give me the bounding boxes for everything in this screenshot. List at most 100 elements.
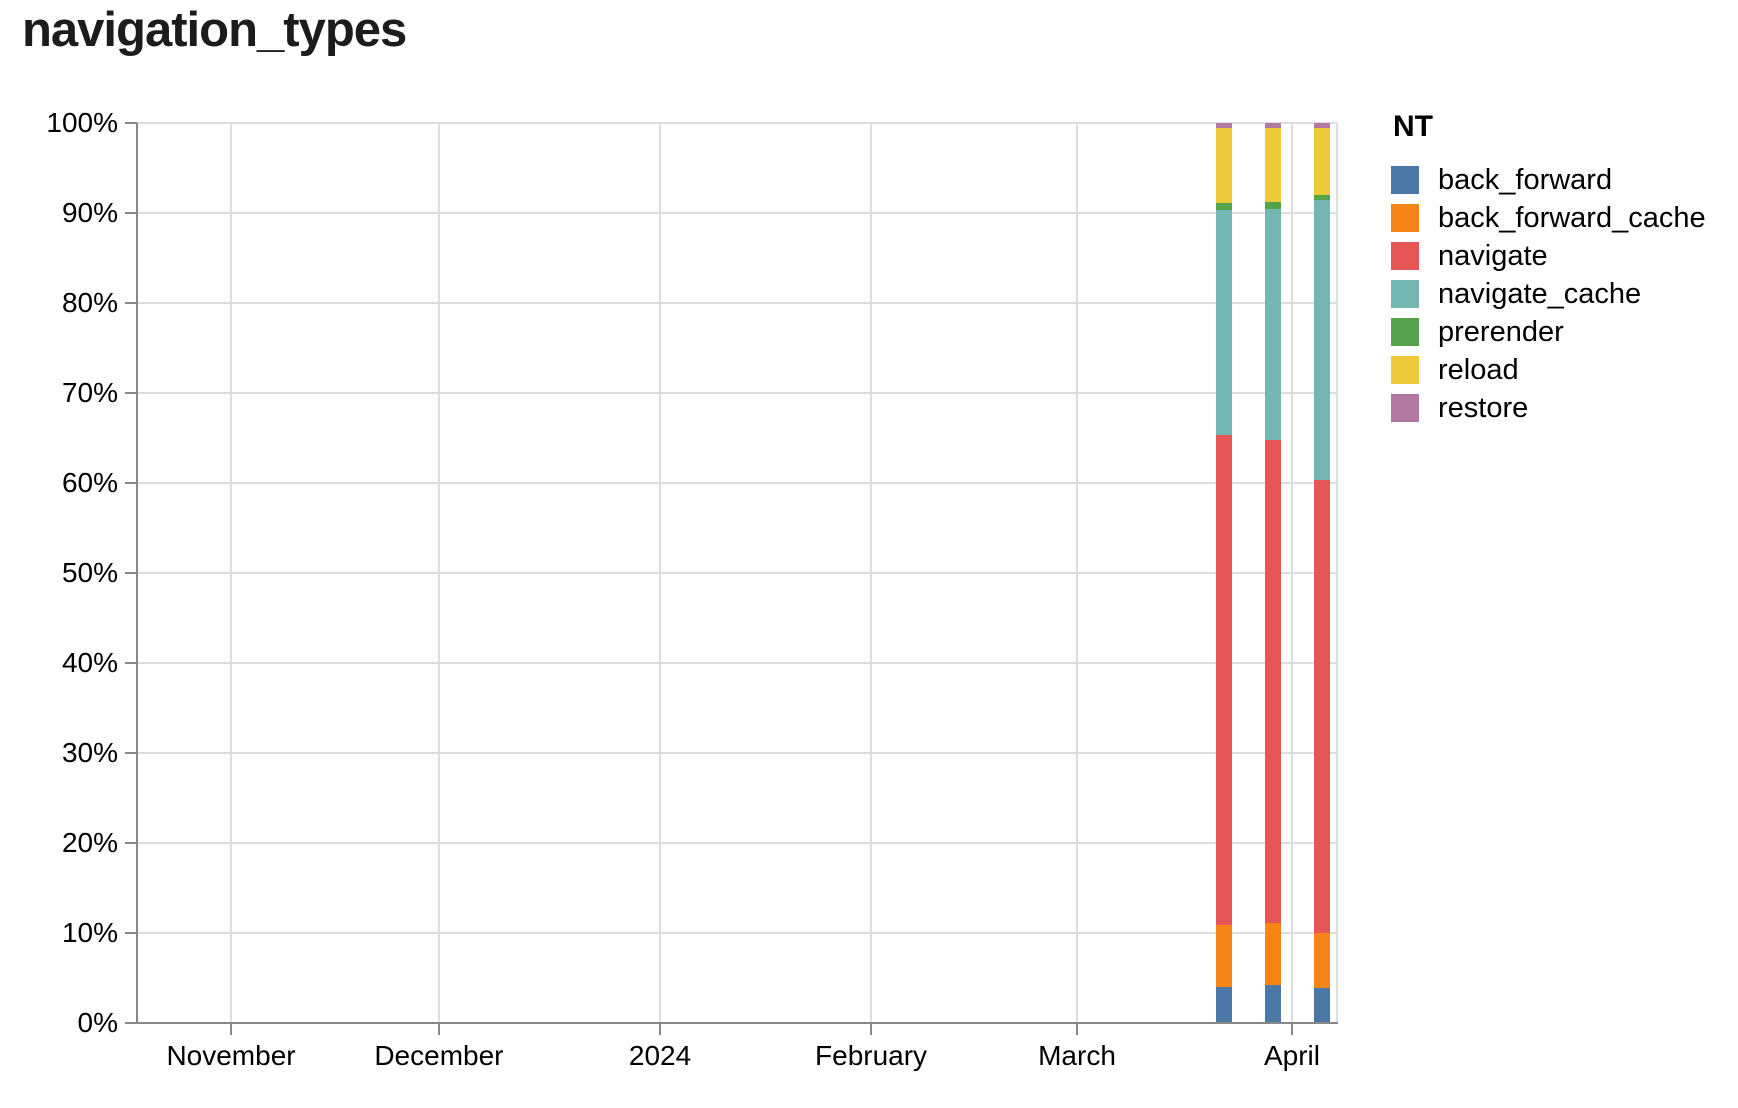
x-gridline xyxy=(230,123,233,1023)
legend-items: back_forward back_forward_cache navigate na… xyxy=(1391,163,1706,424)
y-tick xyxy=(125,302,137,304)
y-tick-label: 60% xyxy=(61,467,118,498)
y-gridline xyxy=(137,392,1338,394)
y-tick xyxy=(125,212,137,214)
bar-segment-reload xyxy=(1215,127,1232,204)
legend-swatch-navigate_cache-icon xyxy=(1391,280,1419,308)
x-tick-label: April xyxy=(1263,1040,1320,1071)
bar-segment-prerender xyxy=(1215,203,1232,211)
x-tick xyxy=(1291,1023,1293,1035)
x-tick-label: 2024 xyxy=(628,1040,692,1071)
bar-segment-prerender xyxy=(1314,195,1331,201)
y-tick xyxy=(125,932,137,934)
bar-segment-back_forward_cache xyxy=(1215,924,1232,987)
legend-swatch-back_forward_cache-icon xyxy=(1391,204,1419,232)
bar-segment-navigate xyxy=(1215,435,1232,925)
y-tick xyxy=(125,842,137,844)
bar-segment-restore xyxy=(1265,123,1282,128)
x-tick-label: November xyxy=(166,1040,296,1071)
legend-item-label: back_forward xyxy=(1438,163,1613,196)
y-tick xyxy=(125,122,137,124)
y-gridline xyxy=(137,212,1338,214)
y-tick xyxy=(125,662,137,664)
y-tick-label: 10% xyxy=(61,917,118,948)
y-tick xyxy=(125,752,137,754)
legend-swatch-prerender-icon xyxy=(1391,318,1419,346)
y-tick-label: 90% xyxy=(61,197,118,228)
y-tick-label: 50% xyxy=(61,557,118,588)
x-gridline xyxy=(1076,123,1079,1023)
page-title: navigation_types xyxy=(22,3,407,57)
y-tick-label: 20% xyxy=(61,827,118,858)
y-tick-label: 100% xyxy=(46,107,118,138)
legend-title: NT xyxy=(1393,110,1433,143)
x-tick-label: March xyxy=(1038,1040,1116,1071)
x-tick xyxy=(1076,1023,1079,1035)
bar-segment-back_forward xyxy=(1265,985,1282,1023)
y-tick xyxy=(125,572,137,574)
x-gridline xyxy=(659,123,662,1023)
legend-swatch-restore-icon xyxy=(1391,394,1419,422)
stacked-bar xyxy=(1314,123,1331,1023)
y-tick xyxy=(125,482,137,484)
y-gridline xyxy=(137,482,1338,484)
legend-item-label: reload xyxy=(1438,353,1519,386)
legend-item-label: restore xyxy=(1438,391,1529,424)
y-tick-label: 30% xyxy=(61,737,118,768)
x-tick xyxy=(659,1023,662,1035)
bar-segment-navigate xyxy=(1265,439,1282,924)
legend-item-navigate: navigate xyxy=(1391,239,1706,272)
bar-segment-prerender xyxy=(1265,202,1282,210)
y-axis-line xyxy=(136,123,138,1024)
y-gridline xyxy=(137,122,1338,124)
y-gridline xyxy=(137,752,1338,754)
legend-item-prerender: prerender xyxy=(1391,315,1706,348)
y-gridline xyxy=(137,842,1338,844)
bar-segment-navigate_cache xyxy=(1265,209,1282,440)
legend-item-label: navigate_cache xyxy=(1438,277,1642,310)
y-gridline xyxy=(137,302,1338,304)
x-tick xyxy=(230,1023,233,1035)
legend-item-restore: restore xyxy=(1391,391,1706,424)
x-tick-label: December xyxy=(374,1040,504,1071)
legend-item-label: navigate xyxy=(1438,239,1548,272)
y-tick xyxy=(125,1022,137,1024)
stacked-bar xyxy=(1215,123,1232,1023)
legend-swatch-back_forward-icon xyxy=(1391,166,1419,194)
legend-item-back_forward: back_forward xyxy=(1391,163,1706,196)
y-tick-label: 70% xyxy=(61,377,118,408)
bar-segment-reload xyxy=(1314,127,1331,195)
stacked-bar xyxy=(1265,123,1282,1023)
legend-swatch-navigate-icon xyxy=(1391,242,1419,270)
bar-segment-reload xyxy=(1265,127,1282,203)
legend-item-label: back_forward_cache xyxy=(1438,201,1706,234)
y-tick-label: 80% xyxy=(61,287,118,318)
y-tick-label: 40% xyxy=(61,647,118,678)
x-tick-label: February xyxy=(815,1040,928,1071)
bar-segment-back_forward xyxy=(1314,987,1331,1023)
y-tick xyxy=(125,392,137,394)
bar-segment-navigate_cache xyxy=(1314,200,1331,481)
y-gridline xyxy=(137,662,1338,664)
x-gridline xyxy=(1291,123,1293,1023)
x-axis-line xyxy=(136,1022,1338,1024)
bar-segment-restore xyxy=(1314,123,1331,128)
legend-item-label: prerender xyxy=(1438,315,1564,348)
x-gridline xyxy=(437,123,440,1023)
x-tick xyxy=(870,1023,873,1035)
bar-segment-back_forward_cache xyxy=(1265,923,1282,986)
bar-segment-back_forward xyxy=(1215,987,1232,1023)
legend-item-back_forward_cache: back_forward_cache xyxy=(1391,201,1706,234)
legend-swatch-reload-icon xyxy=(1391,356,1419,384)
bar-segment-navigate xyxy=(1314,480,1331,933)
bar-segment-navigate_cache xyxy=(1215,210,1232,436)
y-gridline xyxy=(137,932,1338,934)
y-gridline xyxy=(137,572,1338,574)
y-tick-label: 0% xyxy=(77,1007,118,1038)
x-tick xyxy=(437,1023,440,1035)
x-gridline xyxy=(870,123,873,1023)
plot-right-border xyxy=(1336,123,1338,1023)
bar-segment-back_forward_cache xyxy=(1314,933,1331,988)
